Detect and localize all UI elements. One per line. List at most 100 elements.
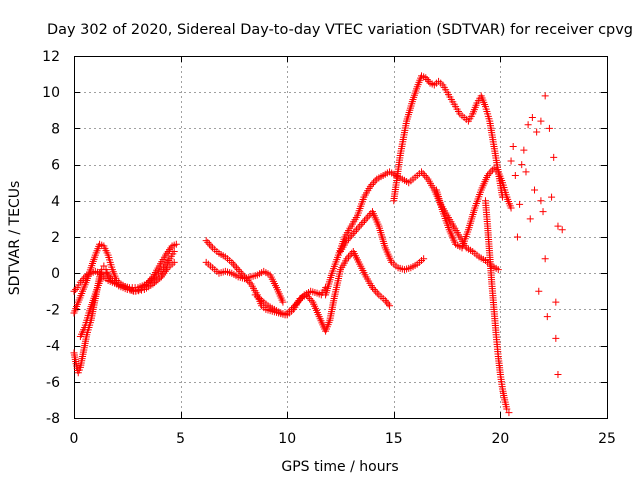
data-point-marker (366, 182, 374, 190)
data-point-marker (104, 271, 112, 279)
y-tick-labels: -8 -6 -4 -2 0 2 4 6 8 10 12 (42, 49, 60, 427)
data-point-marker (422, 74, 430, 82)
data-point-marker (541, 255, 549, 263)
y-tick-label: -4 (46, 339, 60, 355)
data-point-marker (354, 224, 362, 232)
data-point-marker (302, 291, 310, 299)
data-point-marker (204, 238, 212, 246)
data-point-marker (535, 287, 543, 295)
data-point-marker (518, 161, 526, 169)
data-point-marker (105, 273, 113, 281)
data-point-marker (513, 233, 521, 241)
y-axis-label: SDTVAR / TECUs (7, 181, 23, 296)
data-point-marker (364, 213, 372, 221)
data-point-marker (370, 285, 378, 293)
data-point-marker (362, 215, 370, 223)
data-point-marker (487, 168, 495, 176)
data-point-marker (72, 285, 80, 293)
data-point-marker (422, 173, 430, 181)
data-point-marker (123, 285, 131, 293)
data-point-marker (343, 255, 351, 263)
data-point-marker (157, 273, 165, 281)
data-point-marker (304, 293, 312, 301)
data-point-marker (368, 284, 376, 292)
data-point-marker (558, 226, 566, 234)
data-point-marker (522, 168, 530, 176)
data-point-marker (237, 269, 245, 277)
data-point-marker (151, 279, 159, 287)
data-point-marker (231, 262, 239, 270)
data-point-marker (381, 296, 389, 304)
y-tick-label: 4 (51, 194, 60, 210)
data-point-marker (279, 298, 287, 306)
data-point-marker (507, 157, 515, 165)
data-point-marker (503, 193, 511, 201)
data-point-marker (228, 258, 236, 266)
data-point-marker (163, 249, 171, 257)
data-point-marker (343, 237, 351, 245)
data-point-marker (149, 280, 157, 288)
data-point-marker (511, 171, 519, 179)
data-point-marker (420, 255, 428, 263)
y-tick-label: -8 (46, 411, 60, 427)
data-point-marker (356, 222, 364, 230)
data-point-marker (484, 171, 492, 179)
data-point-marker (537, 117, 545, 125)
data-point-marker (166, 246, 174, 254)
data-point-marker (205, 240, 213, 248)
data-point-marker (423, 76, 431, 84)
data-point-marker (306, 295, 314, 303)
chart-title: Day 302 of 2020, Sidereal Day-to-day VTE… (47, 22, 633, 38)
grid-lines (74, 56, 607, 418)
data-point-marker (236, 267, 244, 275)
x-tick-labels: 0 5 10 15 20 25 (70, 431, 616, 447)
data-point-marker (552, 298, 560, 306)
data-point-marker (533, 128, 541, 136)
data-point-marker (554, 222, 562, 230)
data-point-marker (554, 371, 562, 379)
data-point-marker (505, 409, 513, 417)
data-point-marker (348, 231, 356, 239)
x-tick-label: 0 (70, 431, 79, 447)
data-point-marker (383, 298, 391, 306)
data-point-marker (163, 266, 171, 274)
y-tick-label: 12 (42, 49, 60, 65)
data-point-marker (164, 247, 172, 255)
data-point-marker (539, 208, 547, 216)
data-point-marker (165, 257, 173, 265)
data-point-marker (520, 146, 528, 154)
data-point-marker (368, 181, 376, 189)
data-point-marker (162, 251, 170, 259)
y-tick-label: -6 (46, 375, 60, 391)
data-point-marker (550, 153, 558, 161)
data-point-marker (365, 211, 373, 219)
y-tick-label: -2 (46, 302, 60, 318)
data-point-marker (418, 168, 426, 176)
data-point-marker (307, 296, 315, 304)
data-point-marker (147, 275, 155, 283)
data-point-marker (524, 121, 532, 129)
data-point-marker (509, 143, 517, 150)
data-point-marker (346, 233, 354, 241)
data-point-marker (537, 197, 545, 205)
data-point-marker (146, 276, 154, 284)
data-point-marker (207, 242, 215, 250)
data-point-marker (229, 260, 237, 268)
x-axis-label: GPS time / hours (281, 459, 398, 475)
data-point-marker (100, 262, 108, 270)
y-tick-label: 0 (51, 266, 60, 282)
data-point-marker (419, 170, 427, 178)
data-point-marker (552, 334, 560, 342)
data-point-marker (344, 253, 352, 261)
data-point-marker (70, 287, 78, 295)
x-tick-label: 20 (491, 431, 509, 447)
data-point-marker (548, 193, 556, 201)
data-point-marker (102, 269, 110, 277)
axis-ticks (74, 56, 608, 419)
data-point-marker (384, 300, 392, 308)
data-point-marker (126, 286, 134, 294)
data-point-marker (135, 287, 143, 295)
data-point-marker (132, 287, 140, 295)
data-point-marker (159, 271, 167, 279)
